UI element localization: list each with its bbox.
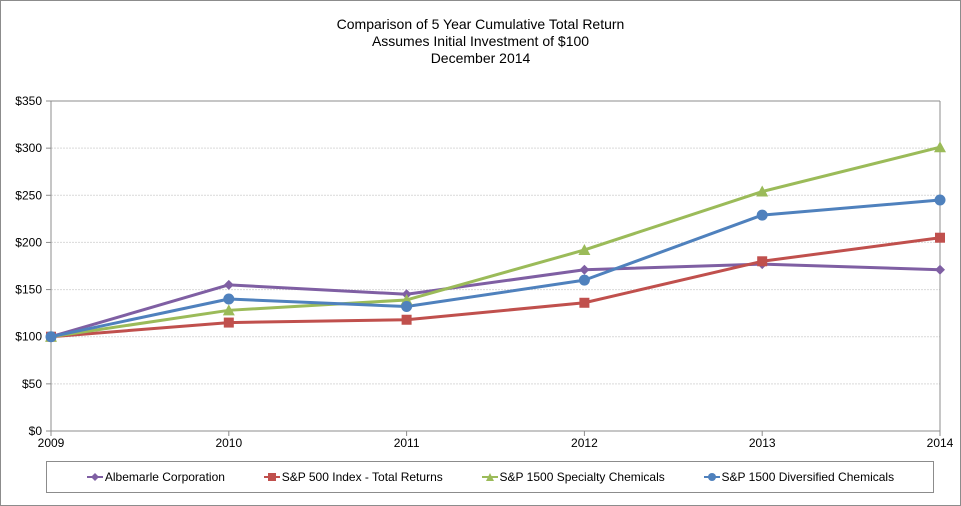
data-point-triangle	[756, 185, 769, 197]
series-line-1	[50, 236, 941, 339]
axes	[46, 100, 941, 436]
legend-item-diversified: S&P 1500 Diversified Chemicals	[703, 470, 895, 484]
legend-item-albemarle: Albemarle Corporation	[86, 470, 225, 484]
legend-item-sp500: S&P 500 Index - Total Returns	[263, 470, 443, 484]
y-tick-label: $0	[29, 424, 43, 438]
data-point-square	[401, 314, 412, 325]
series-lines	[50, 145, 941, 339]
chart-subtitle-2: December 2014	[430, 50, 531, 66]
legend-label: S&P 500 Index - Total Returns	[281, 470, 443, 484]
y-tick-labels: $0 $50 $100 $150 $200 $250 $300 $350	[15, 94, 42, 438]
chart-subtitle-1: Assumes Initial Investment of $100	[371, 33, 590, 49]
data-point-circle	[934, 194, 946, 206]
data-point-circle	[45, 331, 57, 343]
y-tick-label: $150	[15, 283, 42, 297]
x-tick-label: 2012	[571, 436, 598, 450]
legend-item-specialty: S&P 1500 Specialty Chemicals	[481, 470, 665, 484]
data-point-circle	[756, 209, 768, 221]
data-point-diamond	[223, 279, 234, 290]
line-chart: $0$50$100$150$200$250$300$350 2009 2010 20…	[15, 94, 954, 450]
y-tick-label: $100	[15, 330, 42, 344]
y-tick-label: $200	[15, 235, 42, 249]
x-tick-label: 2009	[38, 436, 65, 450]
x-tick-label: 2014	[927, 436, 954, 450]
x-tick-labels: 2009 2010 2011 2012 2013 2014	[38, 436, 954, 450]
x-tick-label: 2011	[394, 436, 420, 450]
series-line-2	[50, 145, 941, 339]
y-tick-label: $300	[15, 141, 42, 155]
x-tick-label: 2013	[749, 436, 776, 450]
data-point-circle	[223, 293, 235, 305]
legend-label: S&P 1500 Diversified Chemicals	[721, 470, 895, 484]
data-point-triangle	[578, 243, 591, 255]
data-point-square	[935, 232, 945, 243]
legend: Albemarle Corporation S&P 500 Index - To…	[46, 461, 934, 493]
data-point-square	[223, 317, 234, 328]
legend-circle-marker-icon	[703, 473, 720, 481]
legend-label: S&P 1500 Specialty Chemicals	[499, 470, 665, 484]
data-point-triangle	[222, 304, 235, 316]
data-point-triangle	[934, 141, 946, 153]
legend-triangle-marker-icon	[481, 473, 498, 481]
data-point-diamond	[579, 264, 590, 275]
legend-label: Albemarle Corporation	[104, 470, 225, 484]
legend-diamond-marker-icon	[86, 473, 103, 481]
x-tick-label: 2010	[215, 436, 242, 450]
data-point-square	[579, 297, 590, 308]
chart-titles: Comparison of 5 Year Cumulative Total Re…	[0, 16, 961, 67]
data-point-diamond	[935, 264, 945, 275]
chart-title: Comparison of 5 Year Cumulative Total Re…	[336, 16, 625, 32]
legend-square-marker-icon	[263, 473, 280, 481]
data-point-circle	[578, 274, 590, 286]
y-tick-label: $50	[22, 377, 42, 391]
series-markers	[45, 141, 946, 343]
series-line-3	[50, 198, 941, 339]
data-point-circle	[401, 301, 413, 313]
data-point-square	[757, 256, 768, 267]
gridlines	[51, 147, 940, 385]
y-tick-label: $250	[15, 188, 42, 202]
y-tick-label: $350	[15, 94, 42, 108]
series-line-0	[50, 262, 941, 339]
